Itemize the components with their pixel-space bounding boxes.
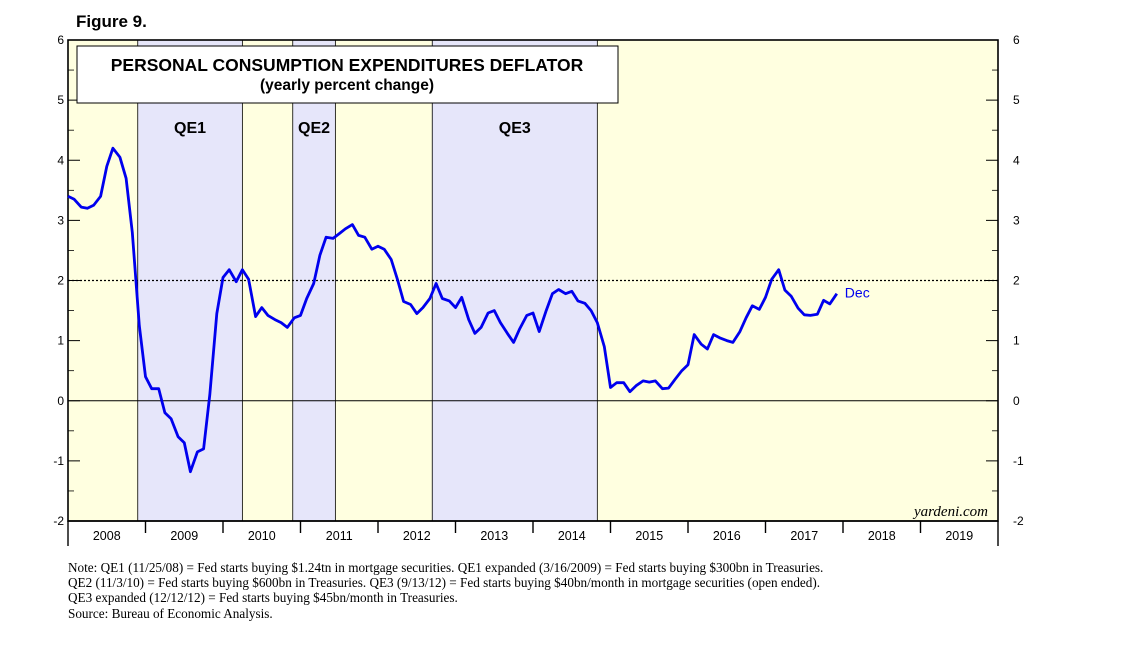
chart-title: PERSONAL CONSUMPTION EXPENDITURES DEFLAT…: [111, 55, 584, 75]
y-tick-label-right: 2: [1013, 274, 1020, 288]
chart-title-box: PERSONAL CONSUMPTION EXPENDITURES DEFLAT…: [76, 45, 619, 104]
x-tick-label: 2011: [326, 529, 353, 543]
series-end-label: Dec: [845, 285, 870, 301]
x-tick-label: 2018: [868, 529, 896, 543]
x-tick-label: 2009: [170, 529, 198, 543]
y-tick-label-left: 6: [57, 33, 64, 47]
x-tick-label: 2010: [248, 529, 276, 543]
note-line-4: Source: Bureau of Economic Analysis.: [68, 605, 273, 621]
x-tick-label: 2012: [403, 529, 431, 543]
x-tick-label: 2017: [790, 529, 818, 543]
y-tick-label-right: 0: [1013, 394, 1020, 408]
y-tick-label-left: 2: [57, 274, 64, 288]
chart-subtitle: (yearly percent change): [260, 77, 434, 94]
y-tick-label-left: 3: [57, 213, 64, 227]
chart-notes: Note: QE1 (11/25/08) = Fed starts buying…: [68, 560, 823, 621]
source-watermark: yardeni.com: [912, 504, 988, 520]
x-tick-label: 2008: [93, 529, 121, 543]
pce-series-line: [67, 146, 838, 474]
y-tick-label-left: -1: [53, 454, 64, 468]
note-line-1: Note: QE1 (11/25/08) = Fed starts buying…: [68, 560, 824, 575]
qe-label-1: QE1: [174, 120, 206, 137]
note-line-3: QE3 expanded (12/12/12) = Fed starts buy…: [68, 590, 458, 606]
qe-label-2: QE2: [298, 120, 330, 137]
y-tick-label-left: 0: [57, 394, 64, 408]
y-tick-label-left: 5: [57, 93, 64, 107]
x-tick-label: 2015: [635, 529, 663, 543]
y-tick-label-right: -1: [1013, 454, 1024, 468]
y-tick-label-right: 6: [1013, 33, 1020, 47]
y-tick-label-left: 4: [57, 153, 64, 167]
pce-deflator-chart: QE1 QE2 QE3 Dec PERSONAL CONSUMPTION EXPEN…: [53, 33, 1024, 546]
x-tick-label: 2013: [480, 529, 508, 543]
y-tick-label-right: 1: [1013, 334, 1020, 348]
x-tick-label: 2014: [558, 529, 586, 543]
y-tick-label-right: 5: [1013, 93, 1020, 107]
y-tick-label-left: -2: [53, 514, 64, 528]
x-tick-label: 2019: [945, 529, 973, 543]
y-tick-label-right: -2: [1013, 514, 1024, 528]
y-tick-label-right: 4: [1013, 153, 1020, 167]
note-line-2: QE2 (11/3/10) = Fed starts buying $600bn…: [68, 575, 821, 591]
y-tick-label-left: 1: [57, 334, 64, 348]
figure-label: Figure 9.: [76, 12, 147, 31]
x-tick-label: 2016: [713, 529, 741, 543]
qe-label-3: QE3: [499, 120, 531, 137]
y-tick-label-right: 3: [1013, 213, 1020, 227]
